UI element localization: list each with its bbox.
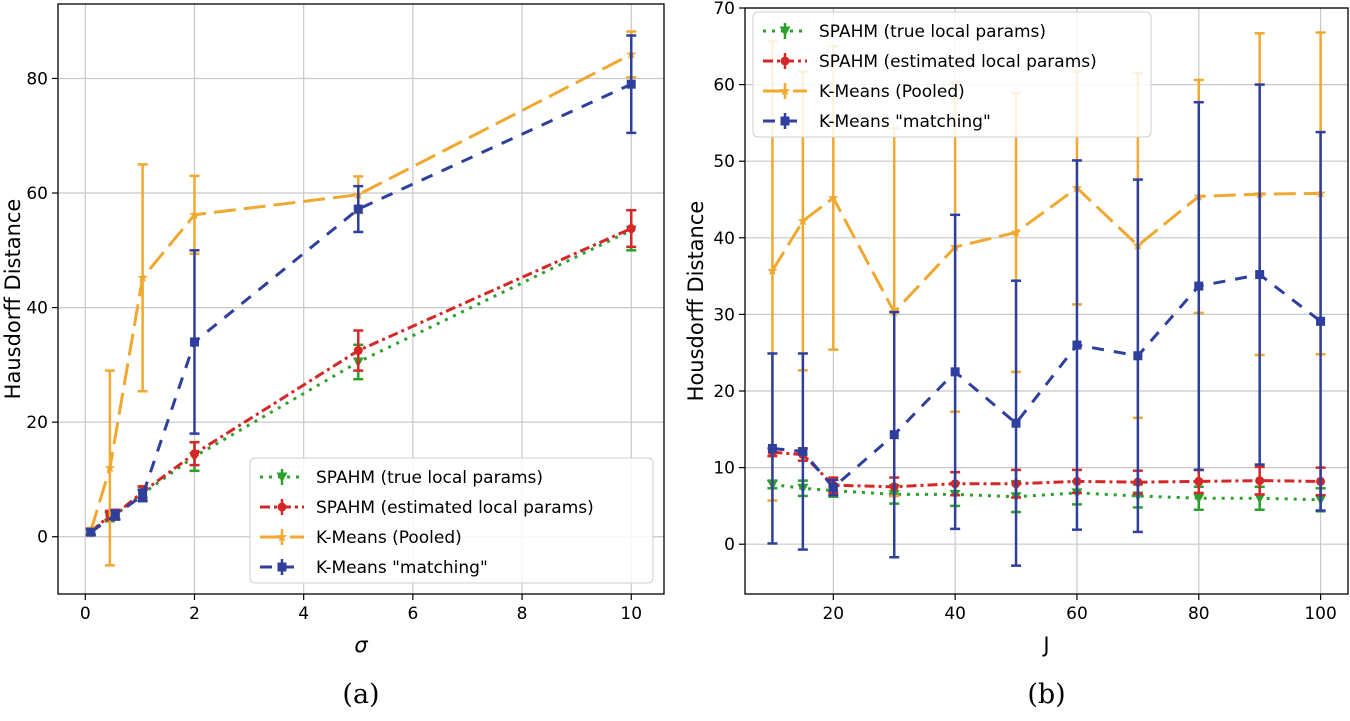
series-4-marker [828,483,838,493]
x-tick-label: 10 [620,604,642,624]
y-axis-label: Housdorff Distance [684,201,708,402]
series-4-marker [1194,281,1204,291]
series-4-line [772,273,1322,490]
legend-label-3: K-Means (Pooled) [819,82,965,102]
x-axis-label: σ [354,633,368,657]
series-4-marker [626,79,636,89]
series-4-marker [189,337,199,347]
legend-marker-3 [779,85,791,96]
series-1-line [772,483,1321,502]
series-4-marker [767,443,777,453]
figure-caption: (b) [1027,679,1065,710]
legend: SPAHM (true local params) SPAHM (estimate… [752,11,1152,138]
x-tick-label: 0 [80,604,91,624]
series-4-marker [110,510,120,520]
x-tick-label: 40 [944,604,966,624]
y-tick-label: 80 [26,69,48,89]
series-4 [85,34,637,537]
series-3-marker [1010,226,1022,237]
legend-marker-2 [277,502,287,512]
x-tick-label: 2 [189,604,200,624]
x-tick-label: 4 [298,604,309,624]
legend-label-1: SPAHM (true local params) [316,468,543,488]
x-tick-label: 80 [1188,604,1210,624]
series-4-marker [1255,270,1265,280]
series-3-marker [797,215,809,226]
y-tick-label: 0 [724,535,735,555]
series-4-marker [353,204,363,214]
y-tick-label: 10 [713,459,735,479]
series-1-marker [1254,493,1266,504]
legend-label-2: SPAHM (estimated local params) [819,52,1097,72]
series-4-marker [1133,351,1143,361]
x-axis-label: J [1041,633,1049,657]
legend-label-2: SPAHM (estimated local params) [316,498,594,518]
x-tick-label: 100 [1304,604,1336,624]
series-3-marker [828,192,839,203]
legend-label-1: SPAHM (true local params) [819,22,1046,42]
series-2 [767,447,1326,499]
series-2-marker [1194,476,1204,486]
legend-label-4: K-Means "matching" [819,112,991,132]
series-2-marker [1255,476,1265,486]
series-2-marker [353,346,363,356]
figure-caption: (a) [342,679,379,710]
series-4-marker [889,430,899,440]
y-tick-label: 20 [713,382,735,402]
legend-label-4: K-Means "matching" [316,558,488,578]
legend-marker-1 [276,472,288,483]
legend: SPAHM (true local params) SPAHM (estimate… [249,457,654,584]
series-1-marker [1193,493,1205,504]
plot-frame [57,3,665,595]
series-3-marker [104,462,116,473]
legend-box [752,11,1152,138]
legend-marker-2 [780,56,790,66]
series-4-marker [950,367,960,377]
series-4-marker [1316,316,1326,326]
y-tick-label: 50 [713,152,735,172]
plot-frame [744,7,1349,595]
legend-marker-4 [277,562,287,572]
y-tick-label: 60 [713,76,735,96]
series-4-marker [798,447,808,457]
x-tick-label: 20 [822,604,844,624]
series-4 [767,83,1326,567]
series-2-marker [626,224,636,234]
series-3-marker [137,272,148,283]
y-tick-label: 20 [26,413,48,433]
y-tick-label: 30 [713,305,735,325]
chart-a: 0 2 4 6 8 10 0 20 40 60 80 σ Hausdorff Distance (a) SP… [1,3,665,710]
legend-marker-4 [780,116,790,126]
legend-label-3: K-Means (Pooled) [316,528,462,548]
legend-marker-3 [276,531,288,542]
series-3-marker [767,265,778,276]
chart-b: 20 40 60 80 100 0 10 20 30 40 50 60 70 J Housdorff Dis… [684,0,1349,710]
series-4-marker [86,527,96,537]
y-tick-label: 60 [26,184,48,204]
series-4-marker [1011,418,1021,428]
series-3-line [771,186,1321,315]
y-tick-label: 0 [37,528,48,548]
legend-box [249,457,654,584]
x-tick-label: 8 [517,604,528,624]
y-tick-label: 40 [713,229,735,249]
series-3-line [89,53,632,532]
series-2-line [772,450,1321,489]
series-4-marker [1072,340,1082,350]
y-tick-label: 70 [713,0,735,19]
y-tick-label: 40 [26,299,48,319]
series-2-marker [189,449,199,459]
series-4-marker [138,490,148,500]
x-tick-label: 6 [407,604,418,624]
x-tick-label: 60 [1066,604,1088,624]
legend-marker-1 [779,26,791,37]
y-axis-label: Hausdorff Distance [1,199,25,400]
series-3-marker [189,209,200,220]
